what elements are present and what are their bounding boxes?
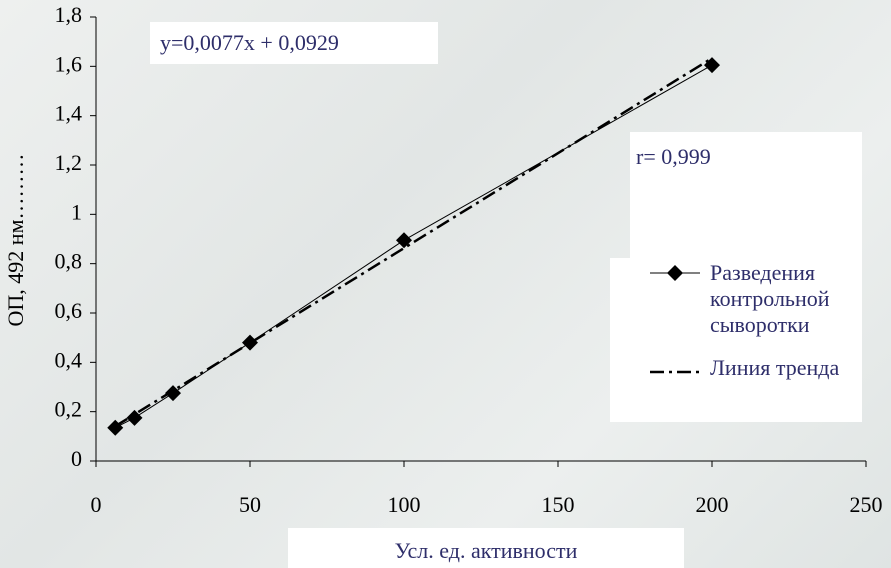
y-tick-label: 1 <box>71 199 82 224</box>
chart: ОП, 492 нм……… 0 0,2 0,4 0,6 0,8 1 1,2 1,4 1,6 1,8… <box>0 0 891 568</box>
x-tick-label: 250 <box>850 492 883 517</box>
y-tick-label: 0,4 <box>55 347 83 372</box>
data-point <box>242 335 258 351</box>
data-point <box>704 57 720 73</box>
y-axis-label: ОП, 492 нм……… <box>3 154 28 327</box>
page: y=0,0077x + 0,0929 r= 0,999 Разведения к… <box>0 0 891 568</box>
y-tick-label: 0,6 <box>55 298 83 323</box>
series-line <box>115 65 712 428</box>
y-tick-label: 1,2 <box>55 150 83 175</box>
y-tick-label: 1,6 <box>55 51 83 76</box>
y-tick-label: 0,8 <box>55 249 83 274</box>
series-line <box>115 58 712 426</box>
x-tick-label: 100 <box>388 492 421 517</box>
x-tick-label: 50 <box>239 492 261 517</box>
y-tick-label: 0,2 <box>55 397 83 422</box>
x-tick-label: 0 <box>91 492 102 517</box>
y-tick-label: 0 <box>71 446 82 471</box>
x-tick-label: 150 <box>542 492 575 517</box>
legend-marker <box>667 265 683 281</box>
x-tick-label: 200 <box>696 492 729 517</box>
y-tick-label: 1,8 <box>55 2 83 27</box>
y-tick-label: 1,4 <box>55 101 83 126</box>
